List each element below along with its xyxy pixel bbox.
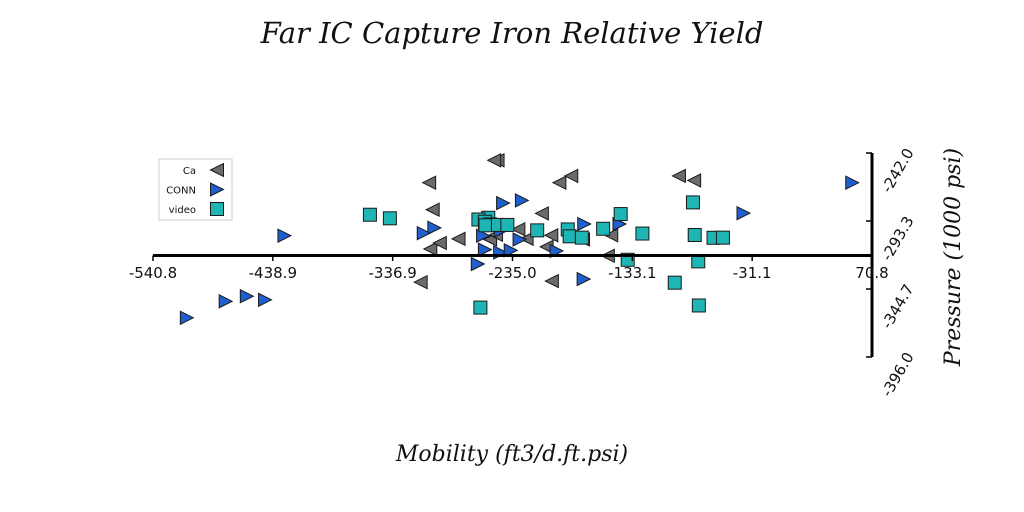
data-point-ca-11 — [422, 241, 438, 257]
data-point-conn-3 — [496, 195, 511, 211]
data-point-conn-6 — [427, 220, 442, 236]
x-tick-label: 70.8 — [855, 264, 888, 282]
data-point-ca-12 — [432, 235, 447, 251]
series-conn — [179, 175, 860, 326]
y-tick-label: -344.7 — [878, 281, 918, 332]
data-point-ca-10 — [510, 221, 526, 237]
data-point-video-19 — [715, 230, 730, 245]
data-point-ca-6 — [686, 173, 702, 188]
x-tick-label: -133.1 — [608, 264, 656, 282]
data-point-video-23 — [691, 298, 706, 313]
data-point-ca-4 — [551, 175, 567, 190]
data-point-video-9 — [530, 223, 545, 238]
data-point-ca-21 — [413, 274, 428, 290]
x-tick-label: -31.1 — [733, 264, 772, 282]
data-point-conn-0 — [736, 205, 752, 221]
legend-label-video: video — [169, 205, 196, 216]
chart-title: Far IC Capture Iron Relative Yield — [260, 16, 764, 50]
data-point-conn-10 — [512, 232, 528, 247]
data-point-conn-8 — [416, 225, 432, 241]
data-point-ca-13 — [450, 231, 466, 247]
data-point-conn-9 — [476, 228, 491, 243]
legend-label-conn: CONN — [166, 186, 196, 197]
data-point-video-8 — [500, 217, 515, 232]
data-point-video-0 — [362, 207, 377, 222]
data-point-video-15 — [635, 226, 650, 241]
x-tick-label: -235.0 — [488, 264, 536, 282]
y-tick-label: -242.0 — [878, 145, 918, 196]
data-point-ca-7 — [425, 202, 440, 218]
y-tick-label: -396.0 — [878, 349, 918, 400]
data-point-video-14 — [613, 207, 628, 222]
data-point-conn-13 — [503, 243, 519, 258]
data-point-ca-9 — [543, 227, 559, 243]
data-point-conn-15 — [470, 256, 486, 272]
x-ticks: -540.8 -438.9 -336.9 -235.0 -133.1 -31.1 70.8 — [129, 255, 889, 282]
data-point-conn-21 — [258, 292, 273, 308]
x-tick-label: -540.8 — [129, 264, 177, 282]
data-point-video-6 — [478, 218, 493, 233]
data-point-video-24 — [473, 300, 488, 315]
x-axis-label: Mobility (ft3/d.ft.psi) — [395, 442, 628, 467]
data-point-ca-3 — [421, 175, 437, 190]
data-point-video-16 — [685, 195, 700, 210]
legend-marker-ca — [209, 162, 224, 178]
data-point-video-11 — [596, 221, 611, 236]
legend-marker-conn — [210, 182, 225, 197]
data-point-ca-15 — [518, 231, 534, 247]
legend-label-ca: Ca — [183, 166, 196, 177]
legend: Ca CONN video — [158, 158, 233, 221]
legend-marker-video — [210, 202, 224, 216]
data-point-conn-17 — [277, 228, 293, 243]
x-tick-label: -438.9 — [249, 264, 297, 282]
data-point-ca-5 — [671, 168, 686, 184]
series-ca — [413, 152, 702, 290]
data-point-video-21 — [667, 275, 682, 290]
data-point-ca-2 — [563, 168, 579, 184]
data-point-conn-18 — [179, 310, 195, 326]
series-video — [362, 195, 730, 315]
x-tick-label: -336.9 — [368, 264, 416, 282]
plot-area — [179, 152, 860, 326]
data-point-video-1 — [382, 211, 397, 226]
data-point-conn-2 — [514, 193, 530, 208]
data-point-conn-16 — [576, 271, 592, 287]
data-point-video-12 — [562, 229, 577, 244]
data-point-video-13 — [574, 230, 589, 245]
data-point-video-17 — [687, 227, 702, 242]
data-point-conn-1 — [845, 175, 860, 190]
data-point-conn-11 — [477, 242, 493, 257]
data-point-ca-8 — [534, 206, 549, 221]
data-point-ca-22 — [544, 273, 559, 289]
data-point-ca-19 — [603, 227, 619, 243]
data-point-conn-20 — [239, 288, 255, 304]
y-axis-label: Pressure (1000 psi) — [941, 148, 966, 367]
data-point-conn-19 — [218, 294, 234, 309]
data-point-ca-1 — [486, 152, 502, 168]
data-point-conn-5 — [577, 216, 592, 232]
y-tick-label: -293.3 — [878, 213, 918, 264]
